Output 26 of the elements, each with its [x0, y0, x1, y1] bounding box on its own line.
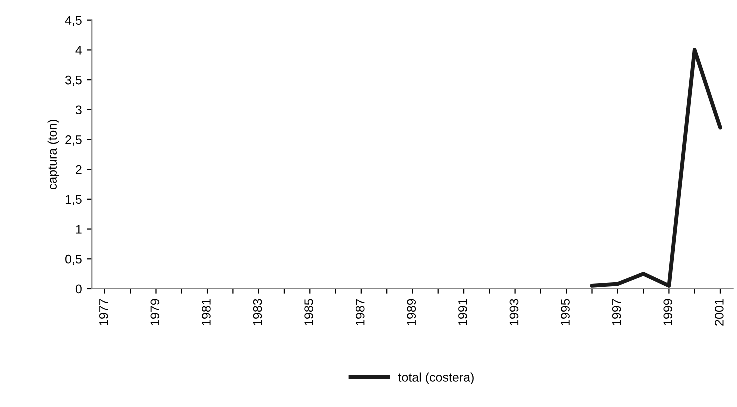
x-tick-label: 1995 — [561, 299, 570, 326]
y-tick-label: 3,5 — [66, 76, 82, 86]
x-tick-label: 1993 — [510, 299, 519, 326]
y-axis-title: captura (ton) — [48, 120, 60, 190]
x-tick-label: 1979 — [150, 299, 160, 326]
x-tick-label: 1983 — [253, 299, 262, 326]
y-tick-label: 2 — [76, 165, 82, 174]
y-tick-label: 1,5 — [66, 195, 82, 206]
y-tick-label: 0,5 — [66, 254, 82, 266]
x-tick-label: 1977 — [99, 299, 108, 326]
x-tick-label: 1987 — [356, 299, 365, 326]
y-tick-label: 2,5 — [66, 136, 82, 146]
legend-label: total (costera) — [398, 372, 474, 384]
x-tick-label: 1985 — [304, 299, 314, 326]
x-tick-label: 1997 — [612, 299, 622, 326]
x-tick-label: 1989 — [407, 299, 416, 326]
y-tick-label: 0 — [76, 284, 82, 294]
x-tick-label: 1991 — [458, 299, 468, 326]
line-series — [590, 48, 722, 288]
y-tick-label: 4 — [76, 46, 82, 55]
y-tick-label: 4,5 — [65, 16, 82, 26]
x-tick-label: 1999 — [664, 299, 673, 326]
y-tick-label: 3 — [76, 106, 82, 115]
x-tick-label: 2001 — [714, 299, 724, 326]
x-tick-label: 1981 — [202, 299, 211, 326]
y-tick-label: 1 — [76, 225, 82, 234]
